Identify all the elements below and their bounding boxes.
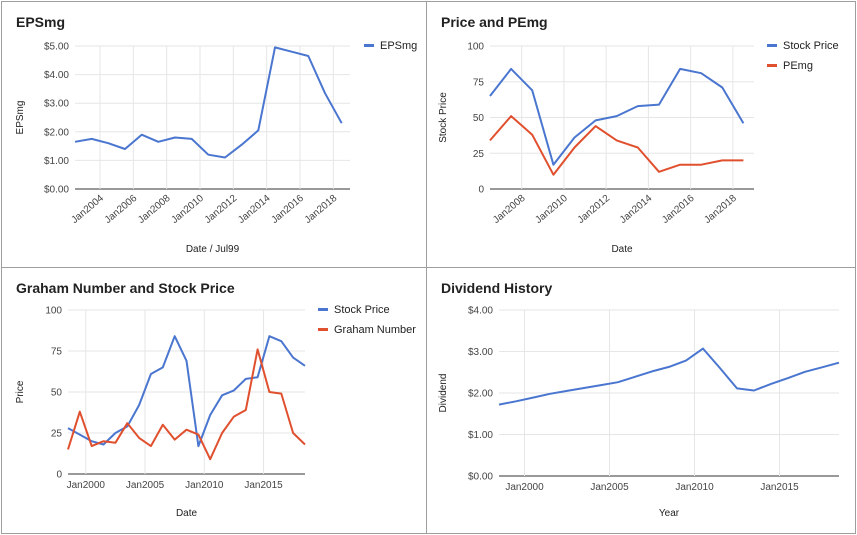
x-tick-label: Jan2006 (103, 193, 140, 226)
chart-panel-graham: Graham Number and Stock Price 0 25 50 75 100… (1, 267, 427, 534)
chart-title: EPSmg (16, 14, 66, 30)
x-tick-label: Jan2015 (760, 482, 799, 493)
y-axis-title: Dividend (438, 374, 449, 413)
y-tick-label: 100 (45, 306, 62, 317)
legend-label: Stock Price (334, 304, 390, 316)
y-tick-label: $4.00 (468, 306, 493, 317)
x-axis-title: Date / Jul99 (186, 244, 240, 255)
x-tick-label: Jan2018 (702, 193, 739, 226)
legend-swatch (767, 64, 777, 67)
x-tick-label: Jan2005 (126, 480, 165, 491)
x-tick-label: Jan2010 (675, 482, 714, 493)
y-tick-label: $3.00 (468, 347, 493, 358)
y-tick-label: 100 (467, 42, 484, 53)
legend-swatch (767, 44, 777, 47)
chart-title: Dividend History (441, 280, 553, 296)
legend-swatch (318, 328, 328, 331)
y-axis-title: Stock Price (438, 92, 449, 143)
series-line (67, 335, 306, 448)
y-axis-title: Price (15, 380, 26, 403)
y-tick-label: $0.00 (44, 185, 69, 196)
series-line (489, 67, 745, 166)
x-axis-title: Year (659, 508, 680, 519)
x-tick-label: Jan2008 (136, 193, 173, 226)
y-tick-label: 25 (51, 429, 63, 440)
y-tick-label: $4.00 (44, 70, 69, 81)
x-tick-label: Jan2005 (590, 482, 629, 493)
x-tick-label: Jan2010 (533, 193, 570, 226)
y-tick-label: $0.00 (468, 472, 493, 483)
chart-svg: 0 25 50 75 100 Jan2000 Jan2005 Jan2010 Jan2015 Da… (15, 304, 416, 519)
y-tick-label: $2.00 (468, 389, 493, 400)
legend-swatch (318, 308, 328, 311)
x-tick-label: Jan2018 (303, 193, 340, 226)
chart-title: Graham Number and Stock Price (16, 280, 235, 296)
y-tick-label: $5.00 (44, 42, 69, 53)
chart-panel-price-pemg: Price and PEmg 0 25 50 75 100 Jan2008 Jan2010 J… (426, 1, 856, 268)
legend-label: Graham Number (334, 324, 416, 336)
chart-title: Price and PEmg (441, 14, 548, 30)
y-axis-title: EPSmg (15, 101, 26, 135)
y-tick-label: 50 (473, 113, 485, 124)
x-tick-label: Jan2014 (618, 193, 655, 226)
x-axis-title: Date (176, 508, 198, 519)
x-tick-label: Jan2016 (660, 193, 697, 226)
series-line (67, 348, 306, 461)
legend-label: PEmg (783, 60, 813, 72)
chart-svg: $0.00 $1.00 $2.00 $3.00 $4.00 Jan2000 Jan2005 J… (438, 306, 840, 519)
x-tick-label: Jan2015 (244, 480, 283, 491)
x-tick-label: Jan2016 (269, 193, 306, 226)
series-line (489, 115, 744, 176)
chart-panel-epsmg: EPSmg $0.00 $1.00 $2.00 $3.00 $4.00 $5.00 Jan2… (1, 1, 427, 268)
x-tick-label: Jan2012 (203, 193, 240, 226)
x-tick-label: Jan2008 (491, 193, 528, 226)
series-line (498, 347, 840, 406)
y-tick-label: 0 (56, 470, 62, 481)
x-tick-label: Jan2000 (505, 482, 544, 493)
y-tick-label: $1.00 (44, 156, 69, 167)
y-tick-label: $3.00 (44, 99, 69, 110)
y-tick-label: 75 (473, 77, 485, 88)
y-tick-label: $1.00 (468, 430, 493, 441)
y-tick-label: 50 (51, 388, 63, 399)
legend-swatch (364, 44, 374, 47)
x-tick-label: Jan2010 (185, 480, 224, 491)
chart-panel-dividend: Dividend History $0.00 $1.00 $2.00 $3.00 $4.… (426, 267, 856, 534)
y-tick-label: 75 (51, 347, 63, 358)
x-tick-label: Jan2010 (169, 193, 206, 226)
x-tick-label: Jan2012 (576, 193, 613, 226)
series-line (74, 46, 343, 159)
legend-label: Stock Price (783, 40, 839, 52)
x-axis-title: Date (611, 244, 633, 255)
x-tick-label: Jan2004 (69, 193, 106, 226)
x-tick-label: Jan2014 (236, 193, 273, 226)
x-tick-label: Jan2000 (67, 480, 106, 491)
y-tick-label: 0 (478, 185, 484, 196)
y-tick-label: 25 (473, 149, 485, 160)
legend-label: EPSmg (380, 40, 417, 52)
y-tick-label: $2.00 (44, 127, 69, 138)
chart-svg: $0.00$1.00$2.00$3.00$4.00$5.00Jan2004Jan… (15, 40, 417, 255)
